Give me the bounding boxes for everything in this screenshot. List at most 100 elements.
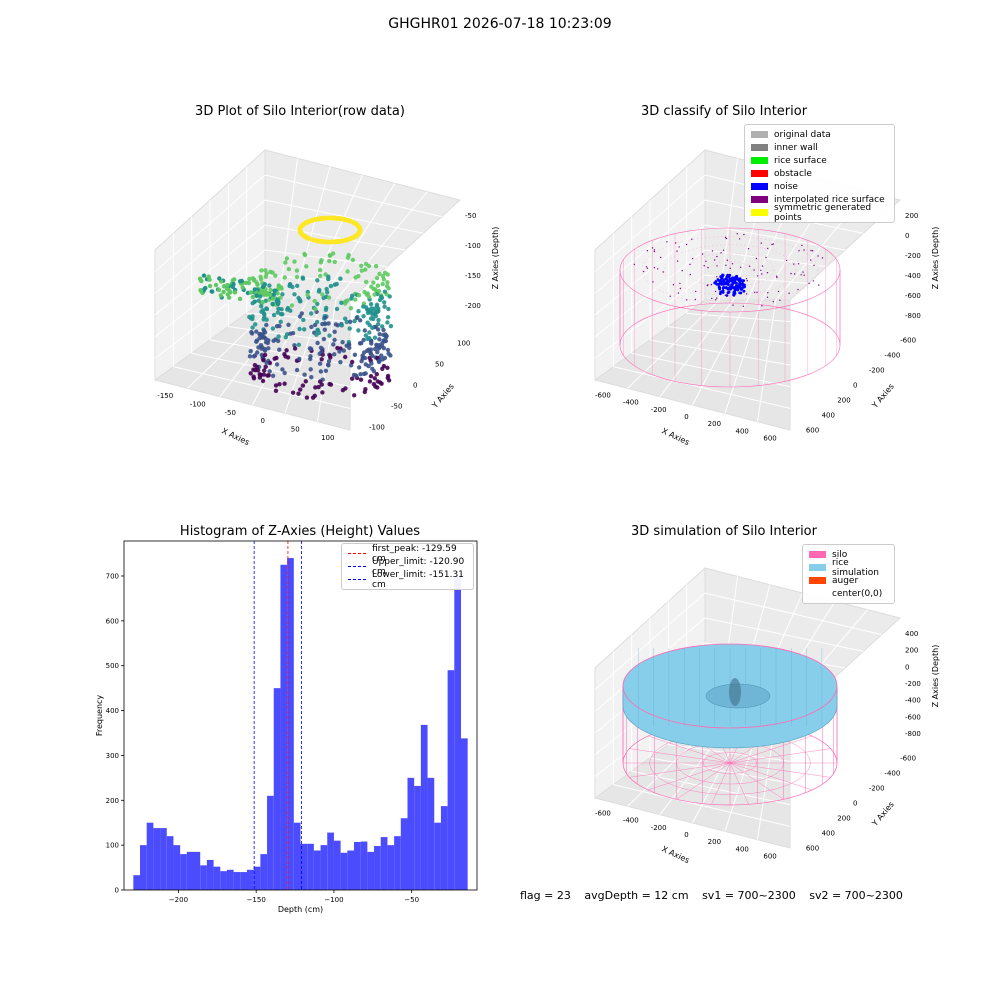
data-point bbox=[332, 239, 338, 245]
data-point bbox=[371, 280, 376, 285]
data-point bbox=[374, 372, 379, 377]
data-point bbox=[375, 350, 380, 355]
histogram-bar bbox=[353, 842, 361, 890]
interpolated-point bbox=[747, 248, 750, 250]
histogram-bar bbox=[140, 845, 147, 890]
y-tick-label: 600 bbox=[806, 845, 819, 853]
data-point bbox=[237, 296, 243, 302]
interpolated-point bbox=[736, 233, 738, 235]
interpolated-point bbox=[666, 241, 668, 243]
interpolated-point bbox=[801, 244, 803, 247]
noise-point bbox=[737, 278, 741, 282]
data-point bbox=[348, 363, 354, 368]
x-tick-label: -400 bbox=[623, 399, 639, 407]
data-point bbox=[268, 287, 273, 293]
legend-label: symmetric generated points bbox=[774, 202, 872, 223]
data-point bbox=[263, 364, 268, 369]
interpolated-point bbox=[714, 290, 717, 293]
interpolated-point bbox=[653, 249, 656, 251]
data-point bbox=[356, 293, 362, 298]
data-point bbox=[257, 372, 262, 377]
sv2-text: sv2 = 700~2300 bbox=[809, 889, 903, 902]
interpolated-point bbox=[707, 284, 709, 286]
y-tick-label: -100 bbox=[369, 424, 385, 432]
data-point bbox=[262, 315, 267, 320]
legend-item: center(0,0) bbox=[809, 587, 888, 600]
data-point bbox=[366, 294, 372, 300]
interpolated-point bbox=[808, 282, 810, 285]
interpolated-point bbox=[695, 290, 697, 293]
y-tick-label: -50 bbox=[391, 403, 402, 411]
data-point bbox=[261, 328, 267, 333]
legend-label: rice surface bbox=[774, 155, 827, 166]
histogram-bar bbox=[400, 818, 408, 890]
data-point bbox=[370, 325, 375, 330]
noise-point bbox=[738, 282, 741, 286]
data-point bbox=[261, 372, 266, 377]
data-point bbox=[287, 283, 292, 289]
histogram-bar bbox=[267, 795, 274, 890]
data-point bbox=[367, 330, 372, 335]
data-point bbox=[385, 365, 390, 370]
data-point bbox=[318, 369, 324, 374]
y-tick-label: -600 bbox=[900, 337, 916, 345]
y-tick-label: 200 bbox=[106, 797, 119, 805]
panel1-title: 3D Plot of Silo Interior(row data) bbox=[195, 104, 405, 119]
data-point bbox=[282, 370, 287, 376]
y-axis-label: Y Axies bbox=[870, 382, 896, 411]
data-point bbox=[318, 260, 323, 265]
data-point bbox=[385, 347, 391, 353]
legend-item: noise bbox=[751, 180, 888, 193]
data-point bbox=[309, 324, 314, 330]
data-point bbox=[289, 303, 295, 308]
legend-item: rice surface bbox=[751, 154, 888, 167]
interpolated-point bbox=[715, 299, 717, 301]
data-point bbox=[302, 327, 307, 332]
noise-point bbox=[718, 280, 722, 284]
data-point bbox=[286, 266, 292, 272]
data-point bbox=[264, 306, 269, 311]
interpolated-point bbox=[713, 259, 716, 261]
data-point bbox=[284, 348, 289, 353]
data-point bbox=[254, 293, 259, 298]
data-point bbox=[232, 290, 238, 295]
x-tick-label: -200 bbox=[651, 824, 667, 832]
y-tick-label: 400 bbox=[822, 412, 835, 420]
histogram-bar bbox=[240, 872, 248, 890]
data-point bbox=[271, 292, 276, 297]
data-point bbox=[313, 385, 318, 390]
data-point bbox=[376, 289, 382, 294]
data-point bbox=[368, 351, 373, 356]
data-point bbox=[315, 301, 320, 307]
histogram-bar bbox=[367, 851, 375, 890]
interpolated-point bbox=[798, 250, 800, 252]
data-point bbox=[320, 321, 325, 327]
x-tick-label: -50 bbox=[225, 409, 236, 417]
interpolated-point bbox=[802, 271, 804, 273]
y-tick-label: -400 bbox=[884, 770, 900, 778]
data-point bbox=[302, 251, 307, 257]
interpolated-point bbox=[793, 273, 796, 275]
data-point bbox=[328, 283, 334, 289]
legend-swatch bbox=[809, 590, 826, 597]
data-point bbox=[264, 322, 269, 328]
data-point bbox=[346, 252, 351, 258]
y-axis-label: Y Axies bbox=[430, 382, 456, 411]
data-point bbox=[297, 314, 303, 319]
data-point bbox=[332, 352, 337, 357]
data-point bbox=[283, 335, 288, 340]
data-point bbox=[343, 316, 348, 321]
legend-label: inner wall bbox=[774, 142, 818, 153]
data-point bbox=[262, 346, 267, 352]
data-point bbox=[284, 256, 289, 261]
data-point bbox=[237, 279, 243, 284]
data-point bbox=[317, 287, 322, 293]
noise-point bbox=[725, 294, 729, 297]
legend-label: interpolated rice surface bbox=[774, 194, 885, 205]
noise-point bbox=[726, 283, 730, 286]
data-point bbox=[248, 290, 253, 295]
z-tick-label: 200 bbox=[905, 647, 918, 655]
z-tick-label: -400 bbox=[905, 697, 921, 705]
data-point bbox=[325, 215, 331, 221]
interpolated-point bbox=[810, 249, 812, 252]
